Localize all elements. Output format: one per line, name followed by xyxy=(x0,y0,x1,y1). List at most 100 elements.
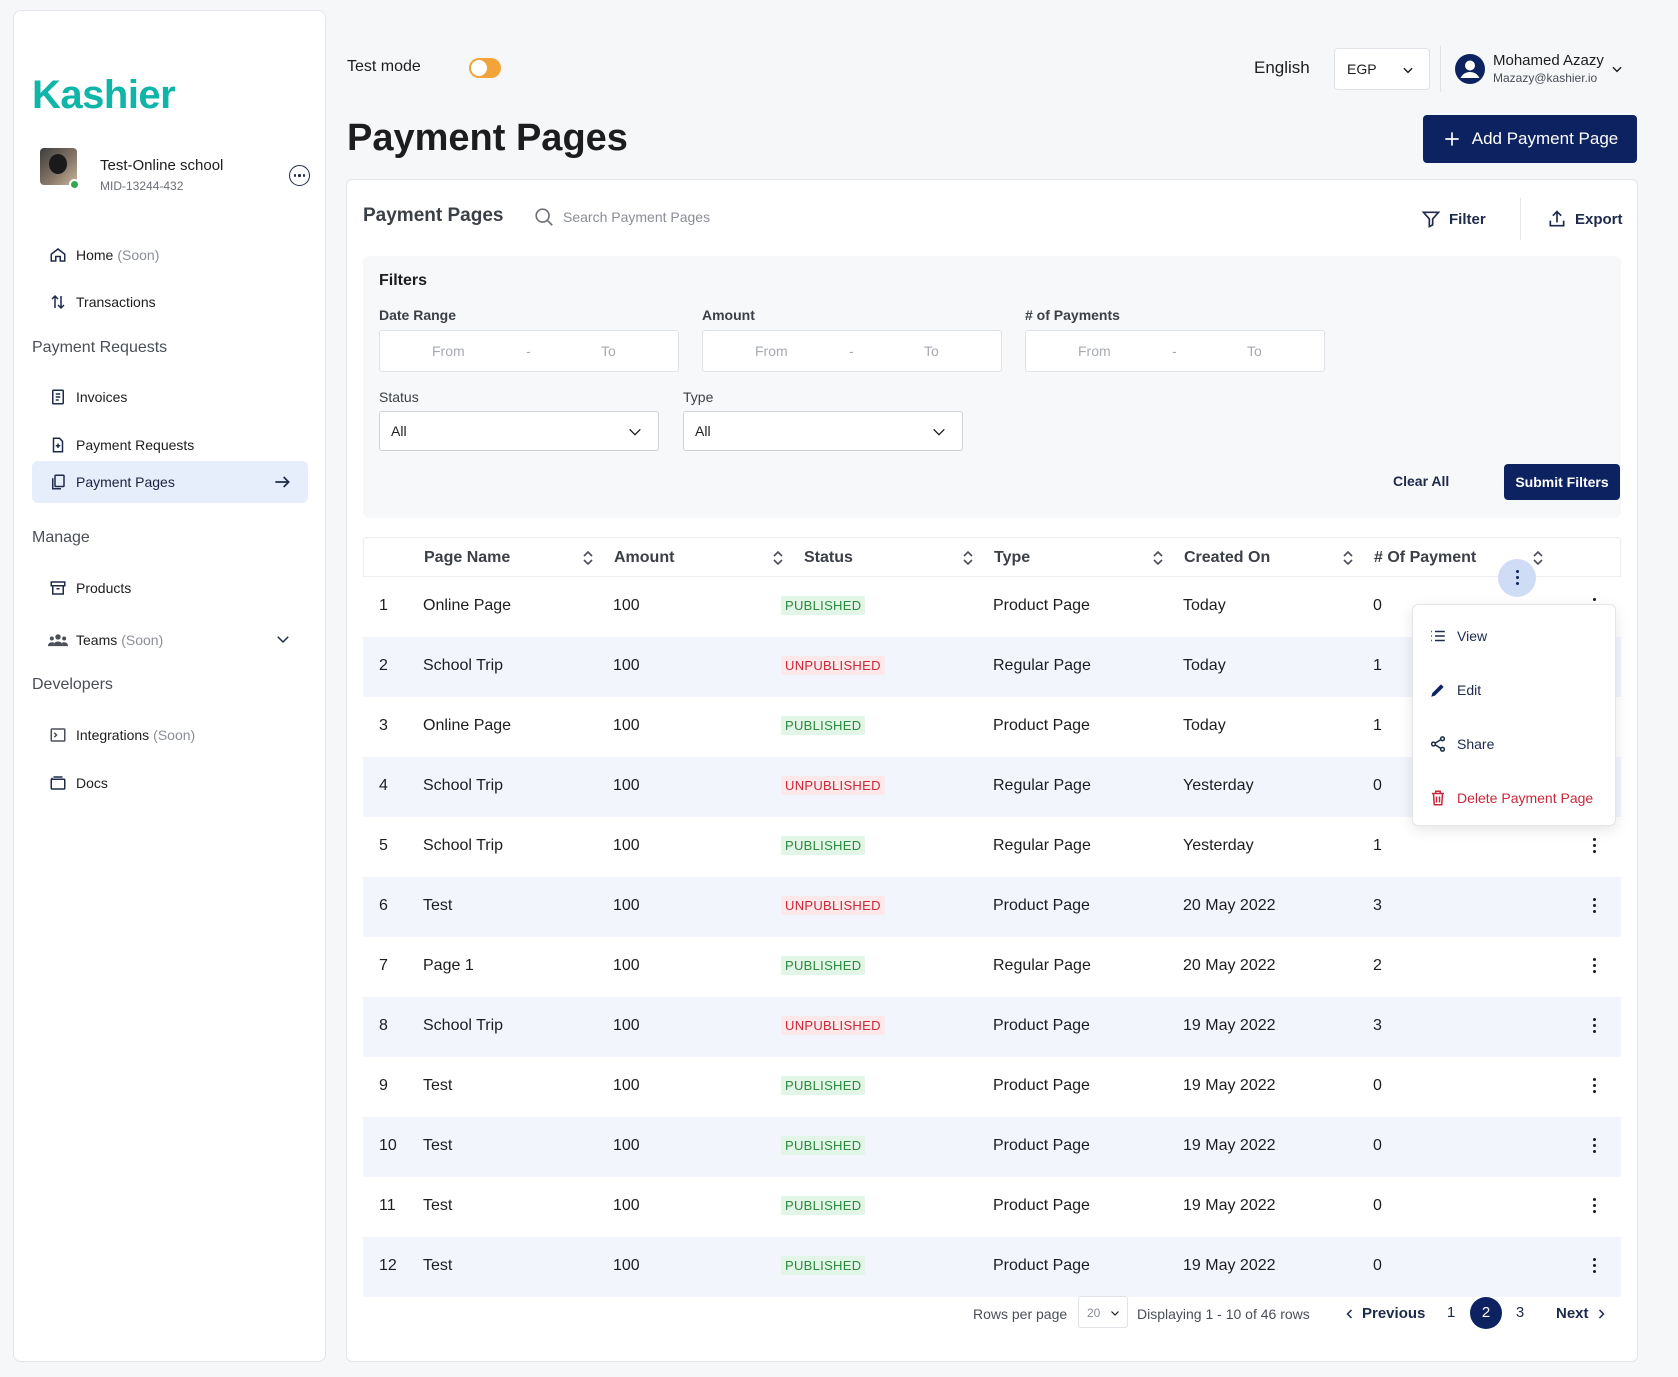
user-avatar-icon[interactable] xyxy=(1454,53,1486,85)
page-3-button[interactable]: 3 xyxy=(1515,1304,1525,1321)
row-actions-icon[interactable] xyxy=(1592,958,1596,974)
more-options-icon[interactable] xyxy=(289,165,310,186)
amount-to: To xyxy=(924,343,939,359)
amount-cell: 100 xyxy=(613,717,640,734)
table-row[interactable]: 8 School Trip 100 Product Page 19 May 2022 3 U… xyxy=(363,997,1621,1057)
sidebar-item-invoices[interactable]: Invoices xyxy=(32,376,308,418)
date-to: To xyxy=(601,343,616,359)
page-1-button[interactable]: 1 xyxy=(1446,1304,1456,1321)
num-payments-cell: 0 xyxy=(1373,777,1382,794)
sidebar-item-products[interactable]: Products xyxy=(32,567,308,609)
table-row[interactable]: 1 Online Page 100 Product Page Today 0 PUBLISH… xyxy=(363,577,1621,637)
section-manage: Manage xyxy=(32,529,90,546)
sidebar-item-transactions[interactable]: Transactions xyxy=(32,281,308,323)
search-input[interactable] xyxy=(563,200,863,234)
currency-value: EGP xyxy=(1347,61,1377,77)
plus-icon xyxy=(1442,129,1462,149)
column-header-num-payments[interactable]: # Of Payment xyxy=(1374,549,1477,566)
created-on-cell: 19 May 2022 xyxy=(1183,1017,1276,1034)
menu-item-edit[interactable]: Edit xyxy=(1429,678,1481,702)
table-row[interactable]: 6 Test 100 Product Page 20 May 2022 3 UNPUBLIS… xyxy=(363,877,1621,937)
sidebar-item-teams[interactable]: Teams (Soon) xyxy=(32,619,308,661)
table-row[interactable]: 7 Page 1 100 Regular Page 20 May 2022 2 PUBLIS… xyxy=(363,937,1621,997)
sort-icon[interactable] xyxy=(772,550,784,566)
table-row[interactable]: 5 School Trip 100 Regular Page Yesterday 1 PUB… xyxy=(363,817,1621,877)
add-payment-page-button[interactable]: Add Payment Page xyxy=(1423,115,1637,163)
sort-icon[interactable] xyxy=(962,550,974,566)
kashier-logo[interactable]: Kashier xyxy=(32,73,176,117)
row-actions-icon[interactable] xyxy=(1592,1258,1596,1274)
num-payments-range-input[interactable]: From - To xyxy=(1025,330,1325,372)
row-actions-icon[interactable] xyxy=(1592,898,1596,914)
export-button[interactable]: Export xyxy=(1535,202,1635,236)
table-row[interactable]: 12 Test 100 Product Page 19 May 2022 0 PUBLISH… xyxy=(363,1237,1621,1297)
currency-select[interactable]: EGP xyxy=(1334,48,1430,90)
table-row[interactable]: 2 School Trip 100 Regular Page Today 1 UNPUBLI… xyxy=(363,637,1621,697)
status-select-value: All xyxy=(391,423,407,439)
section-payment-requests: Payment Requests xyxy=(32,339,168,356)
home-icon xyxy=(48,245,68,265)
column-header-amount[interactable]: Amount xyxy=(614,549,675,566)
table-row[interactable]: 9 Test 100 Product Page 19 May 2022 0 PUBLISHE… xyxy=(363,1057,1621,1117)
row-number: 4 xyxy=(379,777,388,794)
clear-all-button[interactable]: Clear All xyxy=(1393,473,1450,489)
num-payments-cell: 0 xyxy=(1373,1257,1382,1274)
column-header-created-on[interactable]: Created On xyxy=(1184,549,1271,566)
row-actions-icon[interactable] xyxy=(1592,1198,1596,1214)
menu-item-delete[interactable]: Delete Payment Page xyxy=(1429,786,1593,810)
row-number: 3 xyxy=(379,717,388,734)
row-actions-icon[interactable] xyxy=(1592,1018,1596,1034)
table-row[interactable]: 11 Test 100 Product Page 19 May 2022 0 PUBLISH… xyxy=(363,1177,1621,1237)
folder-icon xyxy=(48,773,68,793)
type-cell: Product Page xyxy=(993,1077,1090,1094)
column-header-page-name[interactable]: Page Name xyxy=(424,549,511,566)
status-select[interactable]: All xyxy=(379,411,659,451)
status-badge: PUBLISHED xyxy=(781,1076,866,1095)
table-row[interactable]: 4 School Trip 100 Regular Page Yesterday 0 UNP… xyxy=(363,757,1621,817)
sidebar-item-payment-requests[interactable]: Payment Requests xyxy=(32,424,308,466)
amount-cell: 100 xyxy=(613,1257,640,1274)
sort-icon[interactable] xyxy=(1152,550,1164,566)
chevron-left-icon xyxy=(1344,1308,1356,1320)
sidebar-item-label: Payment Requests xyxy=(76,437,195,453)
team-icon xyxy=(48,630,68,650)
menu-item-share[interactable]: Share xyxy=(1429,732,1494,756)
row-number: 6 xyxy=(379,897,388,914)
table-row[interactable]: 3 Online Page 100 Product Page Today 1 PUBLISH… xyxy=(363,697,1621,757)
table-row[interactable]: 10 Test 100 Product Page 19 May 2022 0 PUBLISH… xyxy=(363,1117,1621,1177)
chevron-down-icon[interactable] xyxy=(1610,62,1624,76)
sidebar-item-home[interactable]: Home (Soon) xyxy=(32,234,308,276)
page-2-button[interactable]: 2 xyxy=(1470,1297,1502,1329)
sort-icon[interactable] xyxy=(582,550,594,566)
sidebar-item-integrations[interactable]: Integrations (Soon) xyxy=(32,714,308,756)
filter-button[interactable]: Filter xyxy=(1409,202,1498,236)
type-select[interactable]: All xyxy=(683,411,963,451)
type-select-value: All xyxy=(695,423,711,439)
payment-pages-table: Page Name Amount Status Type Created On … xyxy=(363,537,1621,1297)
sidebar-item-docs[interactable]: Docs xyxy=(32,762,308,804)
row-actions-active-icon[interactable] xyxy=(1498,559,1536,597)
row-actions-icon[interactable] xyxy=(1592,1078,1596,1094)
soon-label: (Soon) xyxy=(117,247,160,263)
date-range-input[interactable]: From - To xyxy=(379,330,679,372)
next-page-button[interactable]: Next xyxy=(1556,1305,1607,1322)
sort-icon[interactable] xyxy=(1342,550,1354,566)
test-mode-toggle[interactable] xyxy=(469,58,501,78)
language-selector[interactable]: English xyxy=(1254,58,1310,77)
amount-range-input[interactable]: From - To xyxy=(702,330,1002,372)
submit-filters-button[interactable]: Submit Filters xyxy=(1504,464,1620,500)
menu-item-view[interactable]: View xyxy=(1429,624,1487,648)
row-actions-icon[interactable] xyxy=(1592,838,1596,854)
sort-icon[interactable] xyxy=(1532,550,1544,566)
chevron-down-icon[interactable] xyxy=(274,630,292,648)
column-header-status[interactable]: Status xyxy=(804,549,853,566)
row-actions-icon[interactable] xyxy=(1592,1138,1596,1154)
sidebar-item-payment-pages[interactable]: Payment Pages xyxy=(32,461,308,503)
created-on-cell: Today xyxy=(1183,657,1226,674)
previous-page-button[interactable]: Previous xyxy=(1344,1305,1425,1322)
page-name-cell: Test xyxy=(423,1137,453,1154)
status-badge: UNPUBLISHED xyxy=(781,776,885,795)
filter-label: Filter xyxy=(1449,210,1486,228)
rows-per-page-select[interactable]: 20 xyxy=(1078,1296,1128,1328)
column-header-type[interactable]: Type xyxy=(994,549,1031,566)
